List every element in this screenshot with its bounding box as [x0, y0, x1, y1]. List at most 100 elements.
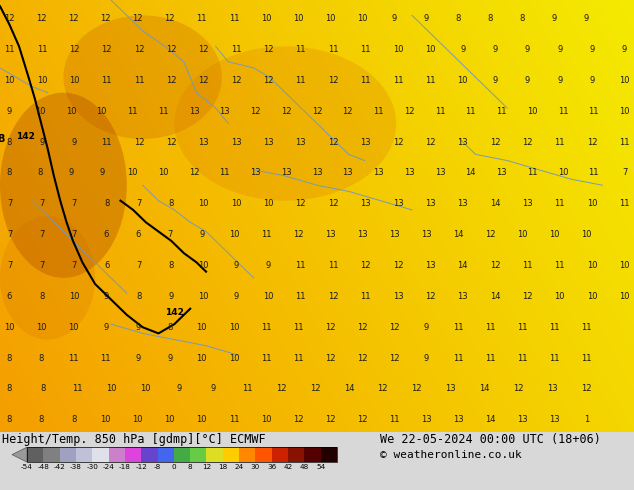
Text: 11: 11	[465, 107, 476, 116]
Text: 6: 6	[135, 230, 140, 239]
Text: 14: 14	[479, 385, 490, 393]
Text: 11: 11	[588, 169, 599, 177]
Text: 8: 8	[7, 416, 12, 424]
Text: 10: 10	[197, 354, 207, 363]
Text: 9: 9	[584, 14, 589, 23]
Text: -38: -38	[70, 464, 82, 469]
Ellipse shape	[0, 93, 127, 278]
Text: 10: 10	[263, 199, 274, 208]
Bar	[288, 447, 304, 462]
Text: 36: 36	[267, 464, 276, 469]
Bar	[223, 447, 239, 462]
Text: 9: 9	[7, 107, 12, 116]
Text: 10: 10	[619, 76, 630, 85]
Text: 14: 14	[490, 292, 500, 301]
Text: 12: 12	[36, 14, 47, 23]
Text: 10: 10	[106, 385, 117, 393]
Text: We 22-05-2024 00:00 UTC (18+06): We 22-05-2024 00:00 UTC (18+06)	[380, 433, 601, 446]
Text: 14: 14	[344, 385, 354, 393]
Text: 9: 9	[493, 45, 498, 54]
Text: 12: 12	[328, 138, 339, 147]
Text: 13: 13	[517, 416, 527, 424]
Text: 12: 12	[250, 107, 261, 116]
Text: 13: 13	[360, 199, 371, 208]
Text: 12: 12	[325, 323, 335, 332]
Text: -54: -54	[21, 464, 33, 469]
Text: 13: 13	[425, 199, 436, 208]
Text: B: B	[0, 134, 4, 144]
Text: 11: 11	[295, 76, 306, 85]
Text: 11: 11	[37, 45, 47, 54]
Bar	[27, 447, 337, 462]
Text: 9: 9	[169, 292, 174, 301]
Text: 11: 11	[555, 138, 565, 147]
Text: 11: 11	[328, 45, 339, 54]
Text: 10: 10	[587, 199, 597, 208]
Text: 13: 13	[342, 169, 353, 177]
Text: 12: 12	[166, 45, 177, 54]
Text: 13: 13	[425, 261, 436, 270]
Text: 11: 11	[261, 230, 271, 239]
Text: 9: 9	[104, 292, 109, 301]
Bar	[60, 447, 76, 462]
Text: 9: 9	[392, 14, 397, 23]
Text: 12: 12	[485, 230, 496, 239]
Text: 10: 10	[229, 323, 239, 332]
Text: 12: 12	[293, 416, 303, 424]
Text: 10: 10	[587, 292, 597, 301]
Text: 14: 14	[490, 199, 500, 208]
Text: 11: 11	[581, 323, 592, 332]
Text: 10: 10	[229, 354, 239, 363]
Text: 13: 13	[263, 138, 274, 147]
Text: 10: 10	[140, 385, 150, 393]
Text: 11: 11	[485, 354, 496, 363]
Text: 12: 12	[378, 385, 388, 393]
Text: 24: 24	[235, 464, 243, 469]
Text: 11: 11	[425, 76, 436, 85]
Text: 11: 11	[242, 385, 252, 393]
Text: 8: 8	[71, 416, 76, 424]
Text: 12: 12	[425, 138, 436, 147]
Text: 9: 9	[557, 76, 562, 85]
Text: -24: -24	[103, 464, 115, 469]
Text: 13: 13	[357, 230, 367, 239]
Text: 10: 10	[263, 292, 274, 301]
Text: 12: 12	[134, 138, 144, 147]
Text: 12: 12	[514, 385, 524, 393]
Text: 13: 13	[392, 292, 403, 301]
Ellipse shape	[174, 47, 396, 201]
Text: 12: 12	[490, 138, 500, 147]
Text: 11: 11	[453, 354, 463, 363]
Text: © weatheronline.co.uk: © weatheronline.co.uk	[380, 450, 522, 460]
Text: 12: 12	[522, 292, 533, 301]
Text: 14: 14	[485, 416, 496, 424]
Text: 11: 11	[453, 323, 463, 332]
Text: 10: 10	[158, 169, 169, 177]
Text: 10: 10	[198, 292, 209, 301]
Text: 10: 10	[127, 169, 138, 177]
Text: 10: 10	[133, 416, 143, 424]
Text: -30: -30	[86, 464, 98, 469]
Text: 10: 10	[35, 107, 46, 116]
Text: 11: 11	[261, 323, 271, 332]
Text: 11: 11	[485, 323, 496, 332]
Text: 8: 8	[7, 354, 12, 363]
Text: 13: 13	[549, 416, 560, 424]
Text: 13: 13	[281, 169, 292, 177]
Text: 142: 142	[16, 132, 35, 141]
Text: 11: 11	[101, 138, 112, 147]
Text: 12: 12	[328, 199, 339, 208]
Text: 12: 12	[293, 230, 303, 239]
Text: 12: 12	[198, 76, 209, 85]
Text: 12: 12	[389, 354, 399, 363]
Text: 13: 13	[453, 416, 463, 424]
Text: 12: 12	[522, 138, 533, 147]
Text: 10: 10	[555, 292, 565, 301]
Text: 10: 10	[527, 107, 538, 116]
Text: 11: 11	[4, 45, 15, 54]
Text: 12: 12	[392, 261, 403, 270]
Text: 18: 18	[218, 464, 228, 469]
Text: 7: 7	[136, 261, 141, 270]
Bar	[321, 447, 337, 462]
Text: 10: 10	[325, 14, 335, 23]
